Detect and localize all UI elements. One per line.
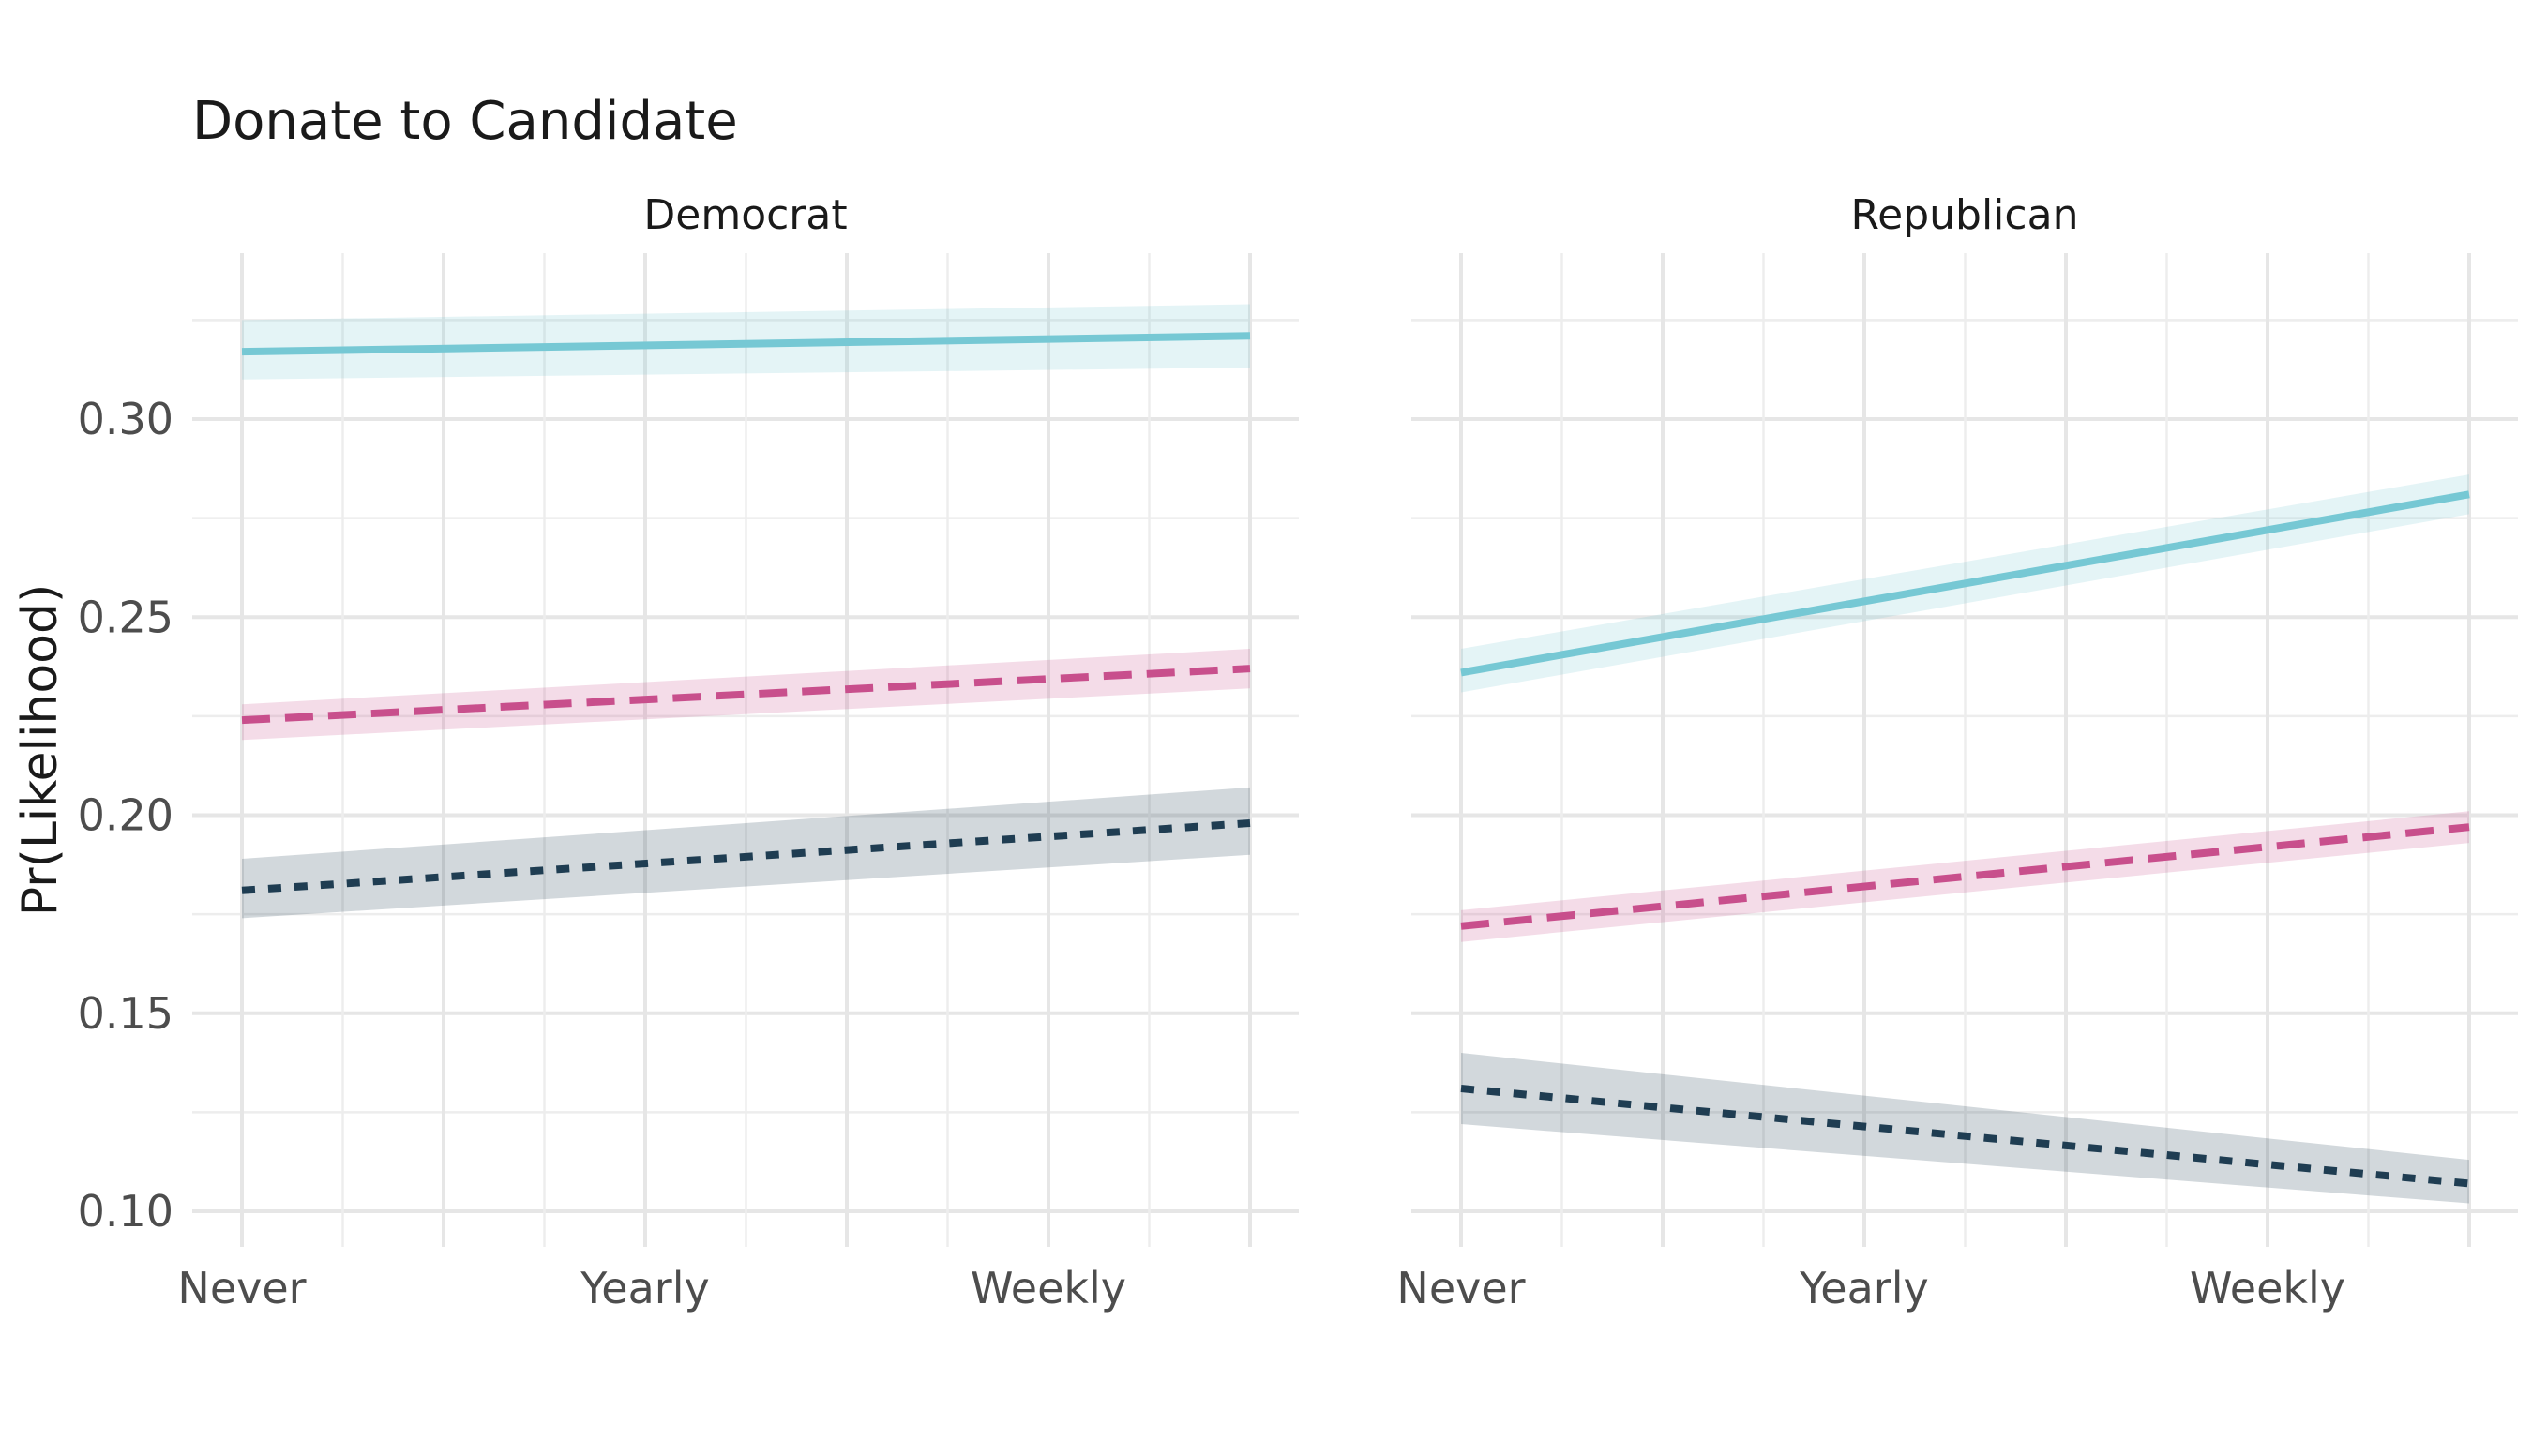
x-tick-label: Yearly [580,1263,709,1313]
series-line [1460,1085,2470,1188]
panel-title: Democrat [643,191,847,239]
y-tick-label: 0.30 [78,394,173,444]
y-tick-label: 0.10 [78,1186,173,1237]
confidence-band [1461,811,2469,942]
series-line [1460,490,2470,677]
plot-layer: Democrat Never Yearly Weekly Republican Never… [78,191,2518,1313]
series-line [241,332,1251,356]
panel-title: Republican [1851,191,2079,239]
series-line [241,818,1251,894]
x-tick-label: Never [177,1263,306,1313]
chart-title: Donate to Candidate [192,91,738,152]
series-line [1460,823,2470,930]
confidence-band [242,649,1250,741]
confidence-band [1461,1053,2469,1204]
panel-republican: Republican Never Yearly Weekly [1396,191,2518,1313]
confidence-band [242,787,1250,919]
y-axis-label: Pr(Likelihood) [12,584,68,917]
series-line [241,665,1251,725]
y-tick-label: 0.20 [78,790,173,841]
x-tick-label: Weekly [2190,1263,2345,1313]
panel-democrat: Democrat Never Yearly Weekly [177,191,1299,1313]
y-tick-label: 0.15 [78,988,173,1039]
x-tick-label: Weekly [971,1263,1126,1313]
x-tick-label: Yearly [1799,1263,1928,1313]
y-tick-label: 0.25 [78,592,173,642]
x-tick-label: Never [1396,1263,1525,1313]
